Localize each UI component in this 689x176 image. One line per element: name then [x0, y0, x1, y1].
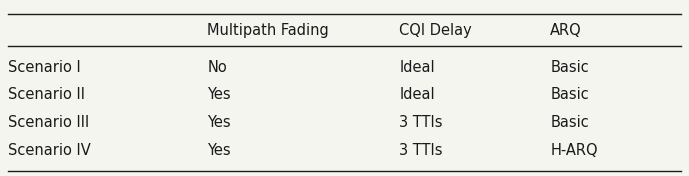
Text: No: No [207, 60, 227, 75]
Text: Multipath Fading: Multipath Fading [207, 23, 329, 38]
Text: Scenario II: Scenario II [8, 87, 85, 102]
Text: Scenario III: Scenario III [8, 115, 90, 130]
Text: ARQ: ARQ [551, 23, 582, 38]
Text: Ideal: Ideal [400, 60, 435, 75]
Text: Yes: Yes [207, 87, 231, 102]
Text: Yes: Yes [207, 143, 231, 158]
Text: Basic: Basic [551, 115, 589, 130]
Text: H-ARQ: H-ARQ [551, 143, 598, 158]
Text: Basic: Basic [551, 60, 589, 75]
Text: Ideal: Ideal [400, 87, 435, 102]
Text: 3 TTIs: 3 TTIs [400, 115, 443, 130]
Text: 3 TTIs: 3 TTIs [400, 143, 443, 158]
Text: Scenario IV: Scenario IV [8, 143, 91, 158]
Text: Yes: Yes [207, 115, 231, 130]
Text: Basic: Basic [551, 87, 589, 102]
Text: CQI Delay: CQI Delay [400, 23, 472, 38]
Text: Scenario I: Scenario I [8, 60, 81, 75]
